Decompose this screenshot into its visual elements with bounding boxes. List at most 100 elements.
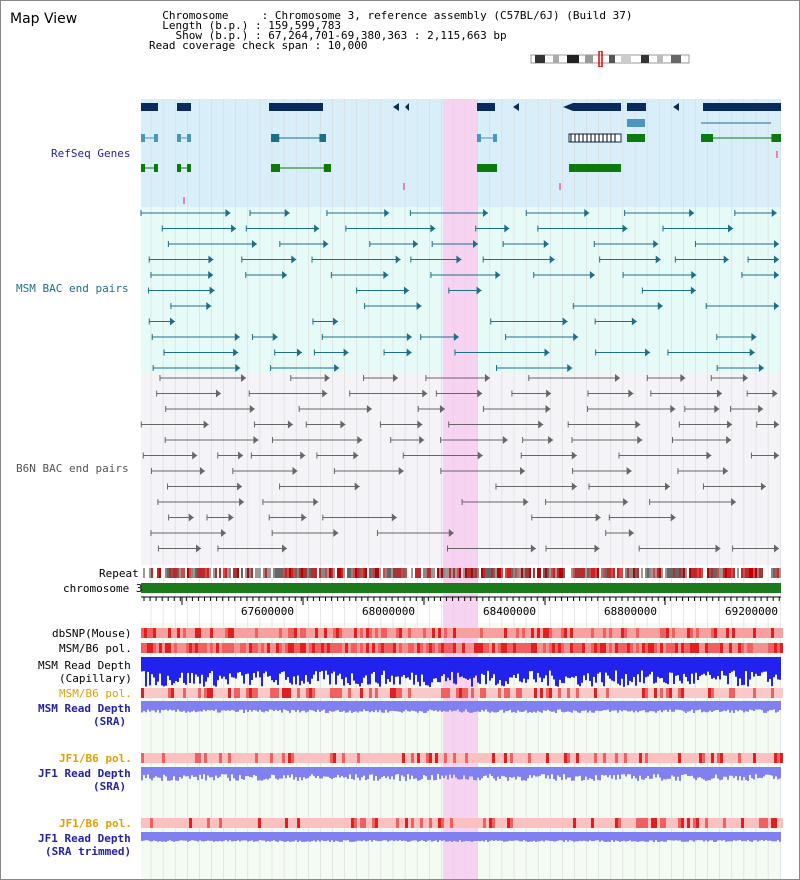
info-chromosome: Chromosome : Chromosome 3, reference ass… bbox=[149, 9, 633, 22]
refseq-gene-arrow bbox=[393, 103, 399, 111]
jf1-depth-sra-bar bbox=[547, 767, 549, 776]
repeat-mark bbox=[411, 568, 413, 578]
jf1-depth-sra-bar bbox=[565, 767, 567, 780]
jf1-depth-trim-bar bbox=[505, 832, 507, 842]
b6n-bac-end bbox=[548, 436, 554, 444]
jf1-depth-trim-bar bbox=[307, 832, 309, 842]
repeat-mark bbox=[539, 568, 541, 578]
jf1-depth-sra-bar bbox=[725, 767, 727, 777]
msm-b6-pol-strip bbox=[210, 643, 213, 653]
jf1-depth-sra-bar bbox=[335, 767, 337, 778]
jf1-b6-pol-strip-2 bbox=[327, 818, 330, 828]
jf1-b6-pol-strip bbox=[243, 753, 246, 763]
msm-depth-cap-bar bbox=[589, 657, 591, 681]
msm-depth-cap-bar bbox=[717, 657, 719, 677]
jf1-depth-trim-bar bbox=[385, 832, 387, 841]
dbsnp-strip bbox=[546, 628, 549, 638]
msm-depth-cap-bar bbox=[509, 657, 511, 678]
msm-depth-cap-bar bbox=[677, 657, 679, 676]
msm-b6-pol-strip bbox=[582, 643, 585, 653]
msm-depth-sra-bar bbox=[749, 701, 751, 710]
dbsnp-strip bbox=[618, 628, 621, 638]
jf1-depth-trim-bar bbox=[527, 832, 529, 842]
msm-depth-cap-bar bbox=[217, 657, 219, 681]
jf1-depth-trim-bar bbox=[779, 832, 781, 842]
msm-depth-sra-bar bbox=[587, 701, 589, 713]
msm-depth-sra-bar bbox=[327, 701, 329, 713]
b6n-bac-end bbox=[366, 405, 372, 413]
repeat-mark bbox=[377, 568, 379, 578]
jf1-depth-trim-bar bbox=[281, 832, 283, 842]
msm-b6-pol-strip bbox=[642, 643, 645, 653]
msm-bac-end bbox=[406, 348, 412, 357]
msm-depth-sra-bar bbox=[187, 701, 189, 712]
jf1-b6-pol-strip-2 bbox=[426, 818, 429, 828]
jf1-depth-trim-bar bbox=[253, 832, 255, 842]
repeat-mark bbox=[459, 568, 461, 578]
dbsnp-strip bbox=[741, 628, 744, 638]
jf1-b6-pol-strip bbox=[780, 753, 783, 763]
jf1-depth-trim-bar bbox=[661, 832, 663, 842]
jf1-depth-sra-bar bbox=[759, 767, 761, 778]
msm-depth-cap-bar bbox=[293, 657, 295, 677]
dbsnp-strip bbox=[150, 628, 153, 638]
msm-depth-cap-bar bbox=[285, 657, 287, 680]
msm-b6-pol-strip-2 bbox=[378, 688, 381, 698]
jf1-b6-pol-strip-2 bbox=[711, 818, 714, 828]
jf1-depth-trim-bar bbox=[407, 832, 409, 842]
msm-b6-pol-strip-2 bbox=[375, 688, 378, 698]
msm-depth-cap-bar bbox=[521, 657, 523, 683]
msm-b6-pol-strip bbox=[711, 643, 714, 653]
repeat-mark bbox=[371, 568, 373, 578]
repeat-mark bbox=[499, 568, 501, 578]
jf1-depth-sra-bar bbox=[449, 767, 451, 775]
jf1-depth-sra-bar bbox=[225, 767, 227, 775]
dbsnp-strip bbox=[225, 628, 228, 638]
msm-depth-sra-bar bbox=[489, 701, 491, 713]
repeat-mark bbox=[691, 568, 693, 578]
msm-bac-end bbox=[771, 209, 777, 217]
jf1-b6-pol-strip bbox=[342, 753, 345, 763]
msm-depth-sra-bar bbox=[323, 701, 325, 710]
msm-bac-end bbox=[406, 333, 412, 341]
repeat-mark bbox=[579, 568, 581, 578]
dbsnp-strip bbox=[552, 628, 555, 638]
jf1-depth-trim-bar bbox=[341, 832, 343, 842]
b6n-bac-end bbox=[484, 374, 490, 382]
jf1-b6-pol-strip bbox=[420, 753, 423, 763]
refseq-gene-exon bbox=[187, 134, 191, 142]
msm-depth-sra-bar bbox=[669, 701, 671, 710]
msm-depth-sra-bar bbox=[663, 701, 665, 711]
msm-b6-pol-strip-2 bbox=[372, 688, 375, 698]
repeat-mark bbox=[741, 568, 743, 578]
b6n-bac-end bbox=[545, 405, 551, 413]
chromosome-ideogram[interactable] bbox=[529, 51, 691, 67]
jf1-b6-pol-strip bbox=[585, 753, 588, 763]
jf1-depth-trim-bar bbox=[169, 832, 171, 841]
jf1-depth-trim-bar bbox=[673, 832, 675, 841]
jf1-b6-pol-strip-2 bbox=[477, 818, 480, 828]
msm-b6-pol-strip-2 bbox=[777, 688, 780, 698]
jf1-depth-trim-bar bbox=[259, 832, 261, 841]
repeat-mark bbox=[177, 568, 179, 578]
jf1-depth-trim-bar bbox=[361, 832, 363, 842]
jf1-depth-sra-bar bbox=[195, 767, 197, 777]
jf1-depth-sra-bar bbox=[477, 767, 479, 778]
jf1-depth-trim-bar bbox=[277, 832, 279, 842]
jf1-depth-trim-bar bbox=[181, 832, 183, 841]
repeat-mark bbox=[301, 568, 303, 578]
repeat-mark bbox=[633, 568, 635, 578]
repeat-mark bbox=[415, 568, 417, 578]
msm-depth-sra-bar bbox=[707, 701, 709, 713]
repeat-mark bbox=[327, 568, 329, 578]
jf1-depth-trim-bar bbox=[463, 832, 465, 842]
msm-b6-pol-strip-2 bbox=[246, 688, 249, 698]
msm-depth-cap-bar bbox=[207, 657, 209, 678]
jf1-depth-sra-bar bbox=[277, 767, 279, 780]
msm-depth-sra-bar bbox=[343, 701, 345, 711]
jf1-b6-pol-strip bbox=[345, 753, 348, 763]
msm-depth-sra-bar bbox=[685, 701, 687, 713]
msm-depth-sra-bar bbox=[291, 701, 293, 710]
jf1-b6-pol-strip bbox=[375, 753, 378, 763]
